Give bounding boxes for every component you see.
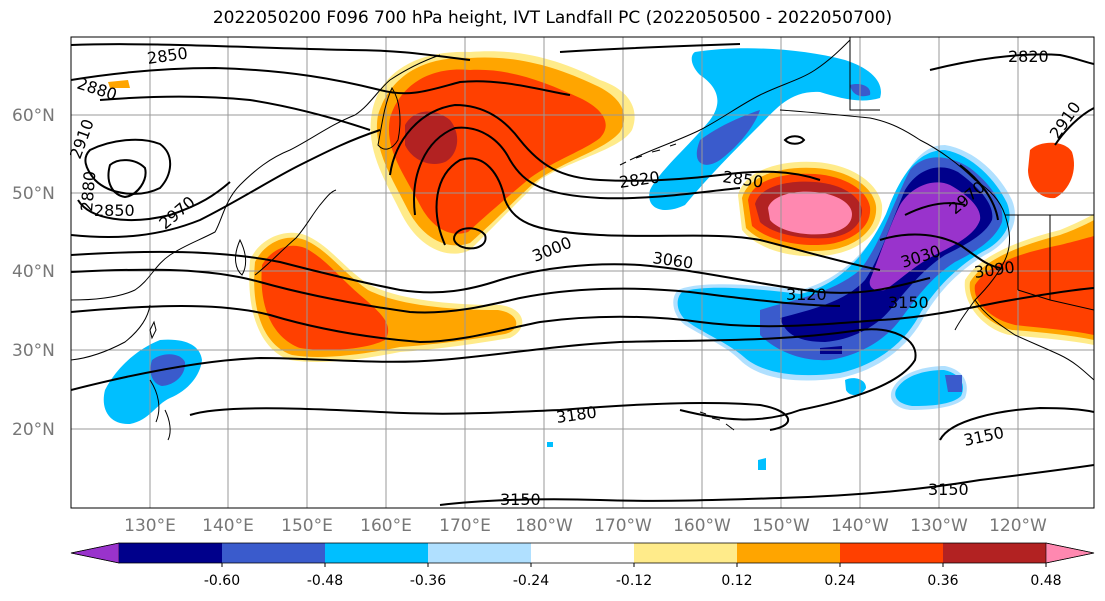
contour-label: 3180 (555, 402, 598, 426)
negative-anomaly-alaska (649, 48, 881, 210)
border-states (1017, 215, 1094, 311)
colorbar-tick-label: -0.48 (307, 573, 343, 589)
colorbar-swatch (737, 543, 841, 563)
colorbar-swatch (531, 543, 635, 563)
contour-label: 3060 (651, 248, 694, 272)
colorbar-tick-label: -0.24 (513, 573, 549, 589)
lat-label: 40°N (12, 262, 55, 282)
colorbar-tick-label: -0.12 (616, 573, 652, 589)
colorbar-swatch (634, 543, 738, 563)
contour-label: 3150 (888, 293, 929, 312)
colorbar-extend-high (1045, 542, 1095, 564)
colorbar-tick-labels: -0.60 -0.48 -0.36 -0.24 -0.12 0.12 0.24 0.36 0.4… (204, 563, 1062, 589)
contour-label: 3150 (962, 423, 1006, 450)
lon-label: 140°E (202, 516, 254, 536)
lon-label: 150°E (281, 516, 333, 536)
coast-alaska (629, 39, 851, 161)
lat-label: 50°N (12, 184, 55, 204)
contour-label: 3000 (529, 233, 574, 266)
longitude-labels: 130°E 140°E 150°E 160°E 170°E 180°W 170°… (124, 516, 1047, 536)
contour-label: 2880 (77, 170, 99, 212)
coast-california (974, 299, 1094, 381)
contour-label: 2880 (75, 74, 120, 105)
coast-philippines (149, 379, 171, 441)
colorbar-swatch (840, 543, 944, 563)
height-contours (71, 43, 1094, 506)
colorbar-outline (70, 542, 1095, 564)
map-title: 2022050200 F096 700 hPa height, IVT Land… (212, 8, 893, 28)
colorbar-swatch (222, 543, 326, 563)
positive-anomaly-asia-core (405, 111, 458, 165)
lat-label: 60°N (12, 106, 55, 126)
colorbar-swatch (325, 543, 429, 563)
contour-label: 2850 (94, 201, 135, 220)
colorbar-tick-label: 0.24 (824, 573, 855, 589)
contour-label: 3150 (500, 490, 541, 509)
colorbar-tick-label: -0.60 (204, 573, 240, 589)
coast-asia (71, 54, 441, 301)
lon-label: 130°E (124, 516, 176, 536)
colorbar-swatch (428, 543, 532, 563)
colorbar-tick-label: 0.48 (1030, 573, 1061, 589)
negative-anomaly-subtropical-blue (945, 375, 962, 392)
contour-label: 2910 (1046, 98, 1085, 142)
negative-anomaly-dot1 (845, 378, 866, 396)
coast-korea (235, 238, 247, 276)
contour-label: 2850 (721, 167, 764, 191)
lon-label: 120°W (989, 516, 1047, 536)
colorbar-tick-label: 0.36 (927, 573, 958, 589)
map-frame (70, 36, 1095, 509)
positive-anomaly-cyclone-pink (768, 191, 852, 235)
lon-label: 160°W (673, 516, 731, 536)
colorbar-swatch (119, 543, 223, 563)
lon-label: 130°W (910, 516, 968, 536)
lon-label: 160°E (360, 516, 412, 536)
hawaii (699, 411, 735, 431)
lat-label: 30°N (12, 341, 55, 361)
negative-anomaly-philippine-blue (150, 354, 186, 386)
colorbar (70, 542, 1095, 564)
positive-anomaly-westcoast-red (974, 236, 1094, 335)
coast-japan (254, 189, 337, 276)
contour-label: 2820 (1008, 47, 1049, 66)
coast-alaska-south (779, 109, 1006, 216)
contour-label: 3120 (786, 285, 827, 304)
negative-anomaly-dot2 (758, 458, 766, 470)
lat-label: 20°N (12, 420, 55, 440)
border-alaska (849, 37, 880, 111)
lon-label: 180°W (515, 516, 573, 536)
colorbar-extend-low (70, 542, 120, 564)
lon-label: 140°W (831, 516, 889, 536)
contour-label: 2850 (146, 43, 189, 67)
negative-anomaly-philippine-outer (103, 339, 202, 425)
coast-china-south (71, 304, 151, 361)
lon-label: 150°W (752, 516, 810, 536)
negative-anomaly-alaska-blue (696, 110, 760, 165)
aleutians (619, 143, 677, 166)
coast-bc (954, 214, 1010, 331)
coast-kamchatka (377, 86, 401, 150)
latitude-labels: 60°N 50°N 40°N 30°N 20°N (12, 106, 55, 440)
positive-anomaly-canada (1028, 142, 1075, 199)
negative-anomaly-band-purple (869, 182, 981, 291)
coastlines (71, 37, 1094, 441)
contour-label: 3150 (928, 480, 969, 499)
lon-label: 170°E (439, 516, 491, 536)
positive-anomaly-small (108, 80, 130, 88)
colorbar-tick-label: -0.36 (410, 573, 446, 589)
lon-label: 170°W (594, 516, 652, 536)
colorbar-swatch (943, 543, 1047, 563)
negative-anomaly-dot3 (547, 442, 553, 447)
colorbar-tick-label: 0.12 (721, 573, 752, 589)
coast-taiwan (149, 320, 157, 340)
graticule (71, 37, 1094, 508)
